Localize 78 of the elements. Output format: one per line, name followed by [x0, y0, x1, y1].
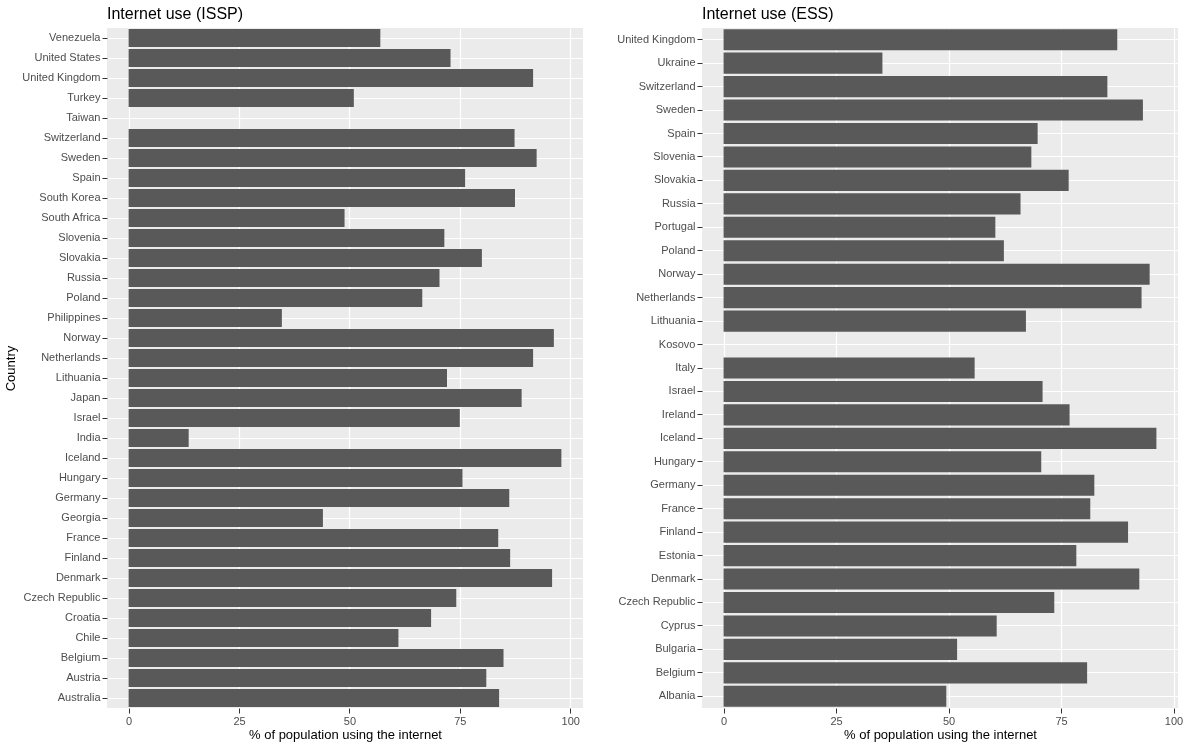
y-tick-label: Poland — [66, 291, 101, 303]
y-tick-label: Bulgaria — [655, 642, 697, 655]
y-tick-label: Estonia — [658, 548, 697, 561]
y-tick-label: Russia — [661, 196, 697, 209]
y-tick-label: Switzerland — [43, 131, 101, 143]
y-tick-label: Croatia — [65, 611, 102, 623]
chart-title: Internet use (ESS) — [702, 5, 834, 22]
x-tick-label: 75 — [1055, 714, 1068, 727]
x-tick-label: 25 — [830, 714, 843, 727]
y-tick-label: Lithuania — [55, 371, 102, 383]
y-tick-label: United Kingdom — [22, 71, 101, 83]
y-tick-label: Lithuania — [650, 314, 697, 327]
y-tick-label: South Africa — [41, 211, 102, 223]
y-tick-label: Sweden — [60, 151, 101, 163]
y-axis-title: Country — [3, 345, 19, 392]
y-tick-label: Belgium — [655, 665, 696, 678]
y-tick-label: Chile — [75, 631, 101, 643]
y-tick-label: Poland — [661, 243, 696, 256]
y-tick-label: Sweden — [655, 103, 696, 116]
y-tick-label: Russia — [66, 271, 102, 283]
y-tick-label: Czech Republic — [23, 591, 101, 603]
x-tick-label: 100 — [1164, 714, 1184, 727]
y-tick-label: Belgium — [60, 651, 101, 663]
x-axis-title: % of population using the internet — [249, 726, 443, 742]
y-tick-label: Japan — [70, 391, 101, 403]
y-tick-label: France — [66, 531, 101, 543]
y-tick-label: Ukraine — [657, 56, 696, 69]
y-tick-label: Finland — [659, 525, 696, 538]
x-tick-label: 25 — [233, 714, 246, 727]
y-tick-label: Denmark — [55, 571, 101, 583]
y-tick-label: Austria — [66, 671, 102, 683]
y-tick-label: Israel — [73, 411, 101, 423]
y-tick-label: Ireland — [661, 407, 696, 420]
x-tick-label: 0 — [126, 714, 133, 727]
x-tick-label: 75 — [454, 714, 467, 727]
y-tick-label: Albania — [658, 689, 697, 702]
y-tick-label: Kosovo — [658, 337, 696, 350]
y-tick-label: Czech Republic — [618, 595, 696, 608]
x-tick-label: 50 — [942, 714, 956, 727]
x-tick-label: 0 — [721, 714, 728, 727]
y-tick-label: Italy — [675, 361, 696, 373]
x-tick-label: 50 — [343, 714, 357, 727]
y-tick-label: Hungary — [653, 454, 696, 467]
y-tick-label: Denmark — [650, 572, 696, 585]
x-axis-title: % of population using the internet — [844, 726, 1038, 742]
y-tick-label: Australia — [57, 691, 102, 703]
y-tick-label: Slovenia — [58, 231, 102, 243]
y-tick-label: Spain — [667, 126, 696, 139]
y-tick-label: United Kingdom — [617, 32, 696, 45]
y-tick-label: South Korea — [39, 191, 102, 203]
y-tick-label: France — [661, 501, 696, 514]
y-tick-label: Switzerland — [638, 79, 696, 92]
y-tick-label: Germany — [650, 478, 696, 491]
y-tick-label: Iceland — [65, 451, 101, 463]
y-tick-label: Portugal — [654, 220, 696, 233]
y-tick-label: Philippines — [47, 311, 101, 323]
y-tick-label: Slovakia — [653, 173, 697, 186]
y-tick-label: Hungary — [58, 471, 101, 483]
y-tick-label: India — [76, 431, 102, 443]
y-tick-label: Germany — [55, 491, 101, 503]
y-tick-label: Finland — [64, 551, 101, 563]
y-tick-label: Cyprus — [660, 618, 696, 631]
y-tick-label: Taiwan — [66, 111, 101, 123]
y-tick-label: United States — [34, 51, 101, 63]
y-tick-label: Israel — [668, 384, 696, 397]
chart-title: Internet use (ISSP) — [107, 5, 244, 22]
y-tick-label: Norway — [63, 331, 101, 343]
y-tick-label: Iceland — [660, 431, 696, 444]
y-tick-label: Venezuela — [49, 31, 102, 43]
y-tick-label: Georgia — [61, 511, 102, 523]
y-tick-label: Slovenia — [653, 149, 697, 162]
y-tick-label: Netherlands — [636, 290, 696, 303]
y-tick-label: Netherlands — [41, 351, 101, 363]
y-tick-label: Slovakia — [58, 251, 102, 263]
y-tick-label: Turkey — [67, 91, 101, 103]
x-tick-label: 100 — [561, 714, 580, 727]
y-tick-label: Norway — [658, 267, 696, 280]
y-tick-label: Spain — [72, 171, 101, 183]
